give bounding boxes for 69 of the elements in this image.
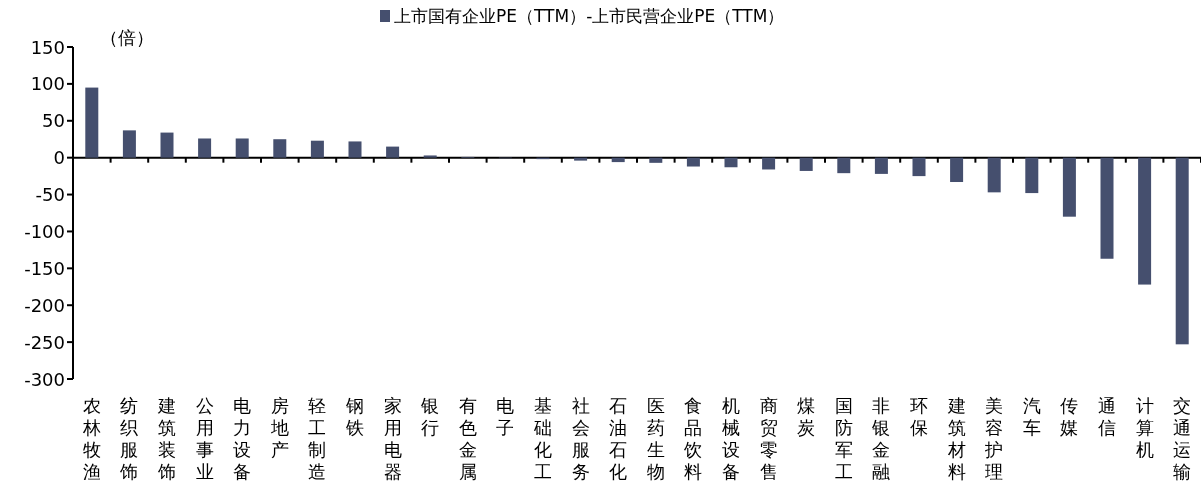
x-tick-label: 煤炭	[797, 395, 816, 438]
y-tick-label: 50	[42, 110, 65, 132]
x-tick-label: 交通运输	[1173, 395, 1192, 482]
bar	[273, 139, 287, 158]
x-tick-label: 电子	[496, 395, 515, 438]
bar	[574, 157, 588, 161]
bar	[235, 138, 249, 158]
x-tick-label: 国防军工	[834, 395, 853, 482]
x-tick-label: 食品饮料	[683, 395, 703, 482]
x-tick-label: 环保	[910, 395, 928, 438]
x-tick-label: 电力设备	[233, 395, 252, 482]
bar	[1138, 157, 1152, 285]
y-tick-label: -100	[24, 220, 65, 242]
y-tick-label: -150	[24, 257, 65, 279]
bar	[950, 157, 964, 183]
x-tick-label: 通信	[1098, 395, 1116, 438]
x-tick-label: 房地产	[269, 395, 289, 460]
bar	[686, 157, 700, 167]
bar	[611, 157, 625, 163]
bar	[122, 130, 136, 158]
x-tick-label: 纺织服饰	[119, 395, 139, 482]
x-tick-label: 建筑装饰	[157, 395, 176, 482]
bar	[386, 146, 400, 158]
bar	[198, 138, 212, 158]
y-tick-label: -50	[35, 184, 65, 206]
bar	[310, 140, 324, 158]
bar	[1175, 157, 1189, 345]
bar	[724, 157, 738, 168]
bar	[874, 157, 888, 174]
x-tick-label: 医药生物	[646, 395, 665, 482]
x-tick-label: 石油石化	[609, 395, 628, 482]
x-tick-label: 汽车	[1022, 395, 1041, 438]
bar	[1025, 157, 1039, 194]
bar	[649, 157, 663, 163]
x-tick-label: 美容护理	[984, 395, 1004, 482]
x-tick-label: 建筑材料	[946, 395, 966, 482]
x-tick-label: 轻工制造	[308, 395, 327, 482]
bar	[799, 157, 813, 171]
y-tick-label: -250	[24, 331, 65, 353]
y-tick-label: 100	[30, 73, 65, 95]
x-tick-label: 钢铁	[345, 395, 364, 438]
y-tick-label: 0	[53, 147, 65, 169]
x-tick-label: 基础化工	[533, 395, 552, 482]
y-axis-title: （倍）	[100, 27, 154, 48]
bar	[160, 132, 174, 158]
x-tick-label: 非银金融	[871, 395, 891, 482]
bar	[85, 87, 99, 158]
bar	[423, 155, 437, 158]
bar	[1062, 157, 1076, 217]
bar	[1100, 157, 1114, 259]
x-tick-label: 计算机	[1135, 395, 1154, 460]
x-tick-label: 公用事业	[195, 395, 214, 482]
bar	[837, 157, 851, 174]
bar	[762, 157, 776, 170]
y-tick-label: 150	[30, 36, 65, 58]
x-tick-label: 社会服务	[571, 395, 590, 482]
bar	[987, 157, 1001, 193]
y-tick-label: -200	[24, 294, 65, 316]
y-tick-label: -300	[24, 368, 65, 390]
x-tick-label: 有色金属	[458, 395, 477, 482]
legend-label: 上市国有企业PE（TTM）-上市民营企业PE（TTM）	[394, 6, 785, 26]
x-tick-label: 商贸零售	[759, 395, 778, 482]
x-tick-label: 家用电器	[383, 395, 402, 482]
x-tick-label: 机械设备	[722, 395, 740, 482]
x-tick-label: 银行	[420, 395, 440, 438]
x-tick-label: 农林牧渔	[81, 395, 101, 482]
x-tick-label: 传媒	[1060, 395, 1079, 438]
bar	[912, 157, 926, 177]
bar	[348, 141, 362, 158]
